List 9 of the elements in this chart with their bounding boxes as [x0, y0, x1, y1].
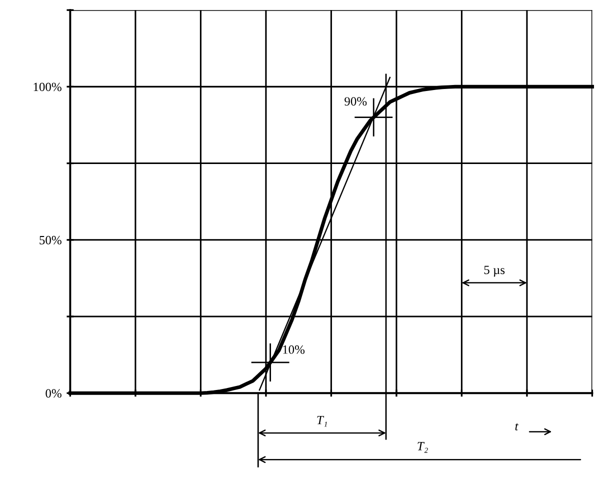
y-tick-label: 50%: [40, 236, 62, 244]
y-tick-label: 0%: [46, 389, 62, 398]
text: T₂: [418, 442, 428, 453]
text: t: [515, 423, 518, 430]
y-tick-label: 100%: [34, 82, 62, 92]
text: T₁: [317, 416, 327, 427]
annotation: 10%: [283, 345, 305, 354]
annotation: 90%: [344, 97, 367, 106]
annotation: 5 µs: [484, 266, 505, 277]
